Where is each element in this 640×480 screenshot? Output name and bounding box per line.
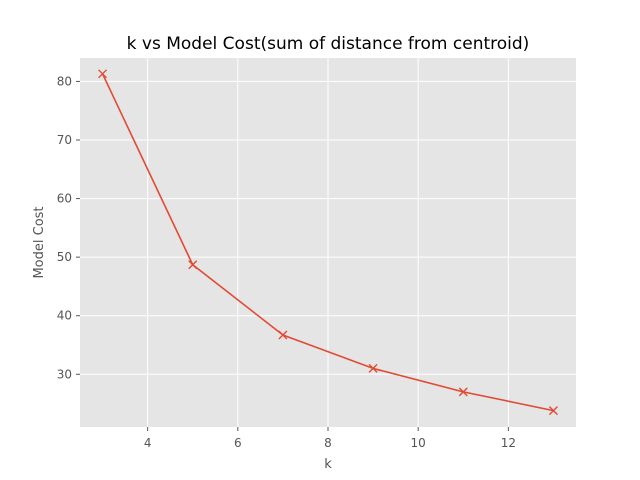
y-tick-label: 80: [57, 74, 72, 88]
x-tick-label: 6: [234, 436, 242, 450]
x-tick-label: 10: [411, 436, 426, 450]
x-tick-label: 12: [501, 436, 516, 450]
x-tick-label: 8: [324, 436, 332, 450]
y-axis-label: Model Cost: [32, 206, 47, 278]
y-tick-label: 40: [57, 309, 72, 323]
series-line: [101, 73, 554, 412]
y-axis-ticks: 30 40 50 60 70 80: [57, 74, 80, 381]
data-point-marker: [188, 260, 198, 270]
x-axis-label: k: [324, 457, 332, 472]
data-point-marker: [278, 330, 288, 340]
chart-title: k vs Model Cost(sum of distance from cen…: [127, 34, 530, 54]
data-point-marker: [98, 69, 108, 79]
data-point-marker: [458, 387, 468, 397]
data-point-marker: [368, 363, 378, 373]
y-tick-label: 70: [57, 133, 72, 147]
data-point-marker: [548, 406, 558, 416]
series-layer: [98, 69, 558, 416]
x-axis-ticks: 4 6 8 10 12: [144, 427, 516, 450]
x-tick-label: 4: [144, 436, 152, 450]
y-tick-label: 60: [57, 192, 72, 206]
grid: [80, 58, 576, 427]
y-tick-label: 50: [57, 250, 72, 264]
y-tick-label: 30: [57, 367, 72, 381]
